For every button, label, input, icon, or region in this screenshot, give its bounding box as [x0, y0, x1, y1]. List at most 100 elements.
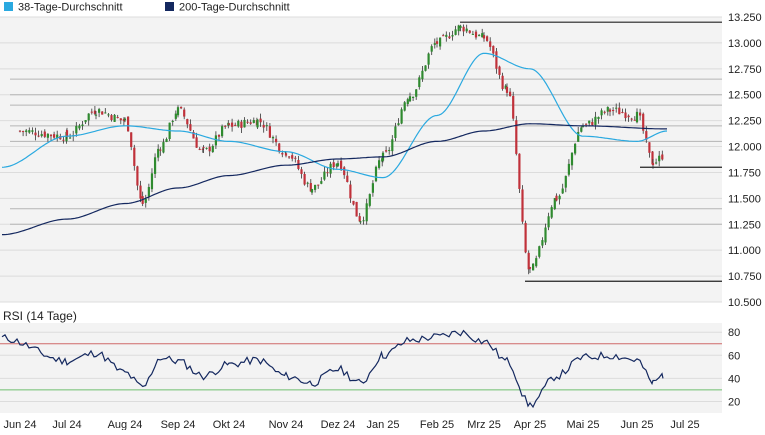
candle-body [471, 33, 474, 35]
candle-body [433, 43, 436, 45]
candle-body [588, 120, 591, 124]
candle-body [211, 145, 214, 153]
candle-body [459, 25, 462, 29]
candle-body [243, 119, 246, 128]
candle-body [528, 267, 532, 269]
candle-body [495, 51, 498, 69]
candle-body [176, 107, 180, 116]
rsi-plot-area [0, 323, 722, 413]
candle-body [198, 148, 201, 150]
candle-body [624, 112, 627, 119]
candle-body [87, 113, 90, 121]
x-tick-label: Dez 24 [321, 419, 356, 430]
candle-body [547, 216, 550, 228]
candle-body [189, 124, 192, 131]
candle-body [335, 163, 338, 167]
candle-body [468, 30, 471, 33]
candle-body [355, 201, 358, 217]
candle-body [427, 53, 430, 65]
candle-body [365, 203, 368, 222]
candle-body [256, 119, 259, 128]
candle-body [323, 171, 326, 180]
candle-body [512, 95, 515, 119]
candle-body [591, 121, 594, 125]
candle-body [645, 131, 648, 140]
x-tick-label: Jul 24 [52, 419, 81, 430]
candle-body [639, 112, 642, 116]
candle-body [28, 130, 31, 133]
candle-body [202, 147, 205, 149]
candle-body [240, 121, 243, 128]
candle-body [343, 167, 346, 176]
y-tick-label: 11.000 [728, 245, 761, 257]
candle-body [448, 36, 451, 39]
candle-body [374, 166, 378, 182]
x-tick-label: Jan 25 [366, 419, 399, 430]
rsi-tick-label: 80 [728, 327, 740, 339]
candle-body [553, 198, 556, 209]
candle-body [110, 115, 113, 121]
candle-body [462, 26, 465, 32]
legend-label: 38-Tage-Durchschnitt [18, 2, 123, 14]
candle-body [478, 35, 481, 37]
candle-body [291, 155, 294, 159]
candle-body [153, 157, 157, 174]
candle-body [332, 162, 335, 168]
candle-body [648, 142, 651, 153]
candle-body [165, 139, 168, 142]
candle-body [101, 111, 104, 115]
candle-body [75, 125, 78, 134]
candle-body [658, 155, 661, 162]
rsi-tick-label: 40 [728, 373, 740, 385]
candle-body [600, 110, 603, 116]
candle-body [53, 134, 56, 138]
candle-body [278, 143, 281, 152]
candle-body [310, 188, 314, 193]
candle-body [570, 152, 574, 166]
candle-body [31, 130, 34, 132]
candle-body [150, 173, 154, 190]
candle-body [465, 28, 468, 32]
candle-body [65, 130, 69, 137]
candle-body [651, 151, 654, 165]
candle-body [391, 139, 394, 152]
candle-body [78, 125, 81, 129]
candle-body [451, 35, 454, 37]
candle-body [336, 163, 340, 166]
candle-body [326, 172, 329, 174]
candle-body [268, 126, 271, 138]
y-tick-label: 12.500 [728, 90, 762, 102]
candle-body [136, 166, 139, 186]
candle-body [561, 188, 564, 194]
candle-body [515, 120, 518, 154]
candle-body [34, 132, 37, 136]
candle-body [309, 182, 312, 192]
candle-body [615, 107, 618, 109]
candle-body [186, 119, 189, 125]
candle-body [62, 139, 65, 141]
x-tick-label: Jul 25 [670, 419, 699, 430]
candle-body [580, 127, 583, 132]
candle-body [371, 183, 374, 193]
candle-body [418, 77, 421, 88]
candle-body [385, 150, 388, 152]
candle-body [284, 153, 288, 156]
x-tick-label: Mai 25 [566, 419, 599, 430]
candle-body [518, 153, 521, 189]
candle-body [421, 70, 424, 80]
candle-body [180, 106, 183, 109]
candle-body [509, 91, 512, 97]
candle-body [498, 66, 501, 75]
candle-body [574, 143, 577, 154]
candle-body [403, 102, 406, 111]
candle-body [655, 162, 658, 164]
candle-body [651, 162, 655, 166]
rsi-tick-label: 60 [728, 350, 740, 362]
main-plot-area [0, 17, 722, 302]
candle-body [630, 118, 633, 120]
candle-body [406, 99, 409, 105]
candle-body [139, 185, 142, 199]
candle-body [606, 107, 609, 112]
candle-body [249, 122, 252, 124]
candle-body [627, 115, 630, 118]
